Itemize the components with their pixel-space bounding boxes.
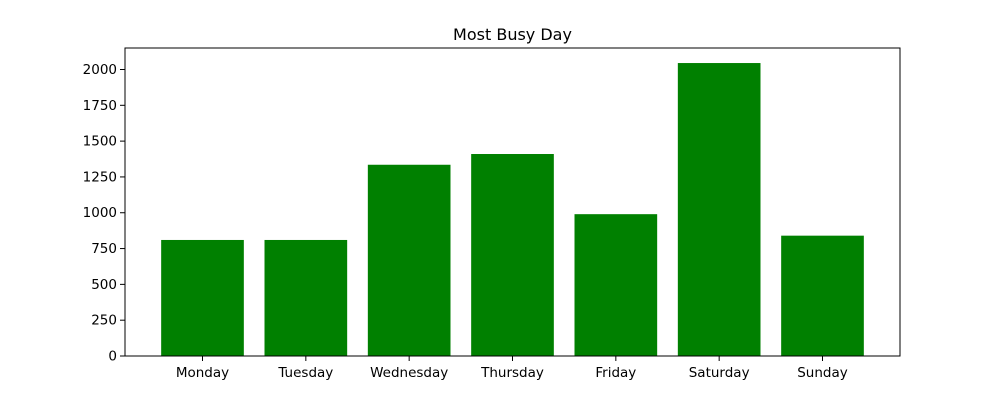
x-tick-label-wednesday: Wednesday [370, 365, 448, 381]
y-tick-label: 0 [108, 349, 117, 365]
bar-sunday [781, 235, 864, 356]
bar-thursday [471, 154, 554, 356]
x-tick-label-monday: Monday [176, 365, 229, 381]
x-axis: Monday Tuesday Wednesday Thursday Friday Satu… [176, 356, 848, 381]
bar-monday [161, 239, 244, 356]
y-tick-label: 500 [91, 277, 117, 293]
bars-group [161, 63, 864, 356]
y-tick-label: 1500 [83, 134, 117, 150]
plot-frame [124, 47, 901, 357]
y-tick-label: 250 [91, 313, 117, 329]
bar-tuesday [264, 239, 348, 356]
y-tick-label: 1750 [83, 98, 117, 114]
bar-saturday [677, 63, 761, 356]
y-axis: 0 250 500 750 1000 1250 1500 1750 2000 [83, 62, 125, 365]
x-tick-label-sunday: Sunday [797, 365, 848, 381]
y-tick-label: 1250 [83, 169, 117, 185]
x-tick-label-friday: Friday [595, 365, 636, 381]
x-tick-label-tuesday: Tuesday [277, 365, 333, 381]
x-tick-label-thursday: Thursday [480, 365, 544, 381]
chart-title: Most Busy Day [453, 25, 572, 44]
bar-friday [574, 214, 658, 356]
y-tick-label: 750 [91, 241, 117, 257]
y-tick-label: 2000 [83, 62, 117, 78]
bar-wednesday [367, 164, 451, 356]
y-tick-label: 1000 [83, 205, 117, 221]
x-tick-label-saturday: Saturday [689, 365, 750, 381]
